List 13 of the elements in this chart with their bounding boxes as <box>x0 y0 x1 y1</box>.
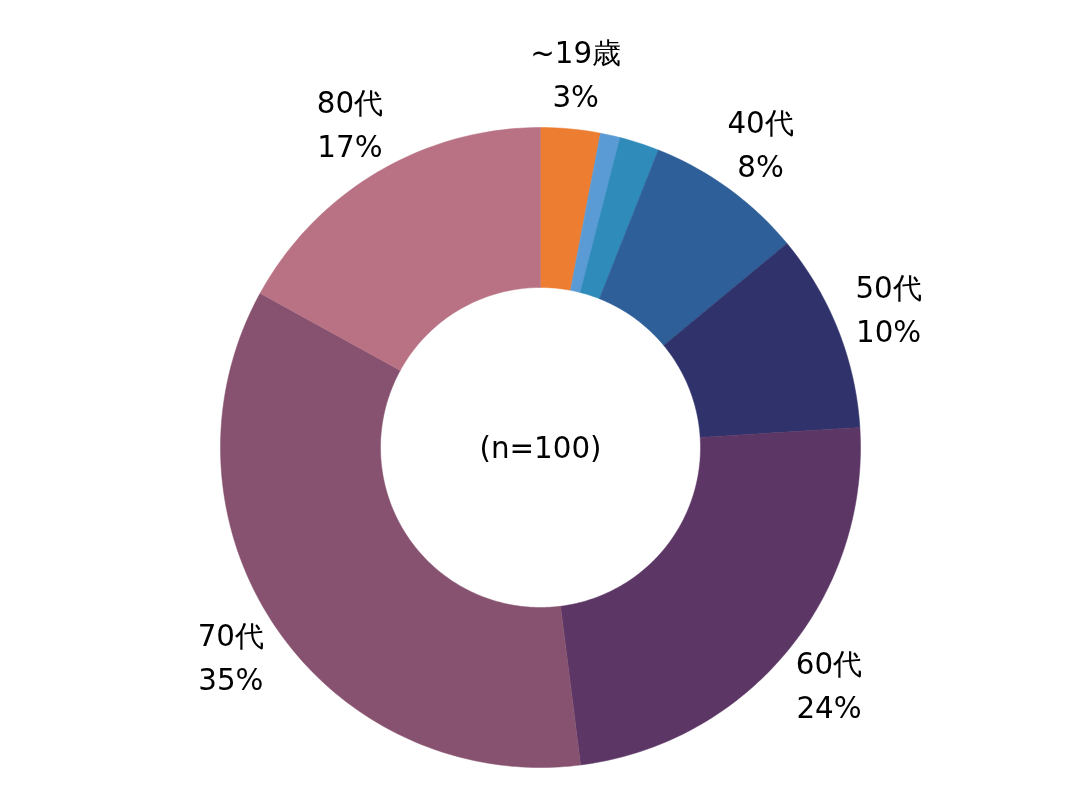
text: (n=100) <box>479 430 602 465</box>
slice-label: 60代 <box>795 647 863 682</box>
slice-label: 70代 <box>197 618 265 653</box>
data-label: 35% <box>198 663 264 698</box>
data-label: 24% <box>796 691 862 726</box>
slice-label: ~19歳 <box>530 35 622 70</box>
slice-label: 40代 <box>727 105 794 140</box>
slice-label: 80代 <box>316 86 384 121</box>
data-label: 8% <box>737 149 784 184</box>
slice-label: 50代 <box>855 270 922 305</box>
data-label: 10% <box>856 314 922 349</box>
data-label: 3% <box>552 79 599 114</box>
data-label: 17% <box>317 130 383 165</box>
